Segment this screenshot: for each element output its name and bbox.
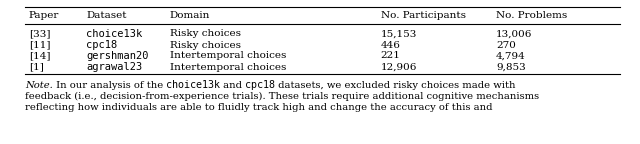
Text: 15,153: 15,153: [381, 30, 417, 38]
Text: feedback (i.e., decision-from-experience trials). These trials require additiona: feedback (i.e., decision-from-experience…: [25, 91, 539, 101]
Text: 9,853: 9,853: [496, 62, 525, 72]
Text: [11]: [11]: [29, 40, 51, 50]
Text: choice13k: choice13k: [166, 80, 220, 90]
Text: choice13k: choice13k: [86, 29, 143, 39]
Text: gershman20: gershman20: [86, 51, 149, 61]
Text: agrawal23: agrawal23: [86, 62, 143, 72]
Text: Intertemporal choices: Intertemporal choices: [170, 52, 286, 60]
Text: and: and: [220, 80, 245, 90]
Text: cpc18: cpc18: [245, 80, 275, 90]
Text: In our analysis of the: In our analysis of the: [52, 80, 166, 90]
Text: Risky choices: Risky choices: [170, 40, 241, 50]
Text: No. Problems: No. Problems: [496, 12, 567, 20]
Text: Domain: Domain: [170, 12, 210, 20]
Text: 270: 270: [496, 40, 516, 50]
Text: [33]: [33]: [29, 30, 51, 38]
Text: Note.: Note.: [25, 80, 52, 90]
Text: 446: 446: [381, 40, 401, 50]
Text: Paper: Paper: [29, 12, 59, 20]
Text: 12,906: 12,906: [381, 62, 417, 72]
Text: Intertemporal choices: Intertemporal choices: [170, 62, 286, 72]
Text: [14]: [14]: [29, 52, 51, 60]
Text: [1]: [1]: [29, 62, 44, 72]
Text: reflecting how individuals are able to fluidly track high and change the accurac: reflecting how individuals are able to f…: [25, 103, 493, 111]
Text: 13,006: 13,006: [496, 30, 532, 38]
Text: cpc18: cpc18: [86, 40, 118, 50]
Text: 221: 221: [381, 52, 401, 60]
Text: Dataset: Dataset: [86, 12, 127, 20]
Text: 4,794: 4,794: [496, 52, 525, 60]
Text: datasets, we excluded risky choices made with: datasets, we excluded risky choices made…: [275, 80, 516, 90]
Text: Risky choices: Risky choices: [170, 30, 241, 38]
Text: No. Participants: No. Participants: [381, 12, 466, 20]
